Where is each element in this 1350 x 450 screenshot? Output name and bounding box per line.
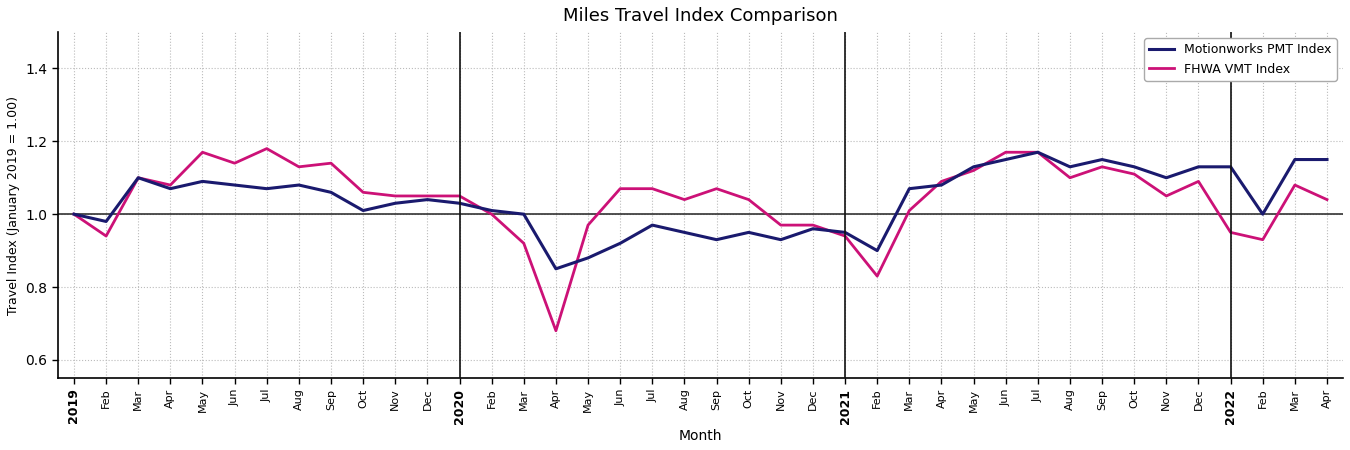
Line: FHWA VMT Index: FHWA VMT Index <box>74 148 1327 331</box>
Motionworks PMT Index <box>1030 149 1046 155</box>
FHWA VMT Index <box>194 149 211 155</box>
Motionworks PMT Index <box>1062 164 1079 170</box>
Motionworks PMT Index <box>451 201 467 206</box>
Motionworks PMT Index <box>1319 157 1335 162</box>
FHWA VMT Index <box>1030 149 1046 155</box>
FHWA VMT Index <box>580 222 597 228</box>
Title: Miles Travel Index Comparison: Miles Travel Index Comparison <box>563 7 838 25</box>
Motionworks PMT Index <box>1158 175 1174 180</box>
Legend: Motionworks PMT Index, FHWA VMT Index: Motionworks PMT Index, FHWA VMT Index <box>1145 38 1336 81</box>
Motionworks PMT Index <box>612 241 628 246</box>
Motionworks PMT Index <box>709 237 725 243</box>
Motionworks PMT Index <box>130 175 146 180</box>
Motionworks PMT Index <box>548 266 564 271</box>
Motionworks PMT Index <box>1191 164 1207 170</box>
FHWA VMT Index <box>323 161 339 166</box>
Motionworks PMT Index <box>66 212 82 217</box>
Motionworks PMT Index <box>1094 157 1110 162</box>
FHWA VMT Index <box>1158 193 1174 198</box>
FHWA VMT Index <box>709 186 725 191</box>
FHWA VMT Index <box>130 175 146 180</box>
Motionworks PMT Index <box>323 189 339 195</box>
Motionworks PMT Index <box>1126 164 1142 170</box>
FHWA VMT Index <box>869 274 886 279</box>
FHWA VMT Index <box>548 328 564 333</box>
FHWA VMT Index <box>676 197 693 202</box>
Motionworks PMT Index <box>676 230 693 235</box>
FHWA VMT Index <box>644 186 660 191</box>
FHWA VMT Index <box>516 241 532 246</box>
FHWA VMT Index <box>1254 237 1270 243</box>
Motionworks PMT Index <box>1287 157 1303 162</box>
Motionworks PMT Index <box>99 219 115 224</box>
Motionworks PMT Index <box>741 230 757 235</box>
Motionworks PMT Index <box>837 230 853 235</box>
Motionworks PMT Index <box>772 237 788 243</box>
FHWA VMT Index <box>933 179 949 184</box>
FHWA VMT Index <box>259 146 275 151</box>
FHWA VMT Index <box>1223 230 1239 235</box>
Motionworks PMT Index <box>869 248 886 253</box>
FHWA VMT Index <box>965 168 981 173</box>
Motionworks PMT Index <box>1223 164 1239 170</box>
Motionworks PMT Index <box>805 226 821 231</box>
Motionworks PMT Index <box>644 222 660 228</box>
Motionworks PMT Index <box>259 186 275 191</box>
FHWA VMT Index <box>451 193 467 198</box>
FHWA VMT Index <box>1062 175 1079 180</box>
FHWA VMT Index <box>837 234 853 239</box>
Motionworks PMT Index <box>580 255 597 261</box>
Line: Motionworks PMT Index: Motionworks PMT Index <box>74 152 1327 269</box>
FHWA VMT Index <box>66 212 82 217</box>
Motionworks PMT Index <box>227 182 243 188</box>
FHWA VMT Index <box>290 164 306 170</box>
FHWA VMT Index <box>420 193 436 198</box>
FHWA VMT Index <box>902 208 918 213</box>
Motionworks PMT Index <box>162 186 178 191</box>
FHWA VMT Index <box>805 222 821 228</box>
FHWA VMT Index <box>772 222 788 228</box>
Motionworks PMT Index <box>355 208 371 213</box>
Motionworks PMT Index <box>420 197 436 202</box>
FHWA VMT Index <box>741 197 757 202</box>
FHWA VMT Index <box>227 161 243 166</box>
FHWA VMT Index <box>387 193 404 198</box>
Motionworks PMT Index <box>516 212 532 217</box>
Motionworks PMT Index <box>1254 212 1270 217</box>
Motionworks PMT Index <box>933 182 949 188</box>
X-axis label: Month: Month <box>679 429 722 443</box>
Motionworks PMT Index <box>387 201 404 206</box>
FHWA VMT Index <box>1287 182 1303 188</box>
Motionworks PMT Index <box>965 164 981 170</box>
FHWA VMT Index <box>612 186 628 191</box>
FHWA VMT Index <box>998 149 1014 155</box>
Motionworks PMT Index <box>483 208 499 213</box>
FHWA VMT Index <box>483 212 499 217</box>
Motionworks PMT Index <box>194 179 211 184</box>
Motionworks PMT Index <box>998 157 1014 162</box>
FHWA VMT Index <box>1126 171 1142 177</box>
FHWA VMT Index <box>99 234 115 239</box>
FHWA VMT Index <box>355 189 371 195</box>
FHWA VMT Index <box>1094 164 1110 170</box>
FHWA VMT Index <box>1191 179 1207 184</box>
FHWA VMT Index <box>162 182 178 188</box>
Y-axis label: Travel Index (January 2019 = 1.00): Travel Index (January 2019 = 1.00) <box>7 95 20 315</box>
FHWA VMT Index <box>1319 197 1335 202</box>
Motionworks PMT Index <box>902 186 918 191</box>
Motionworks PMT Index <box>290 182 306 188</box>
